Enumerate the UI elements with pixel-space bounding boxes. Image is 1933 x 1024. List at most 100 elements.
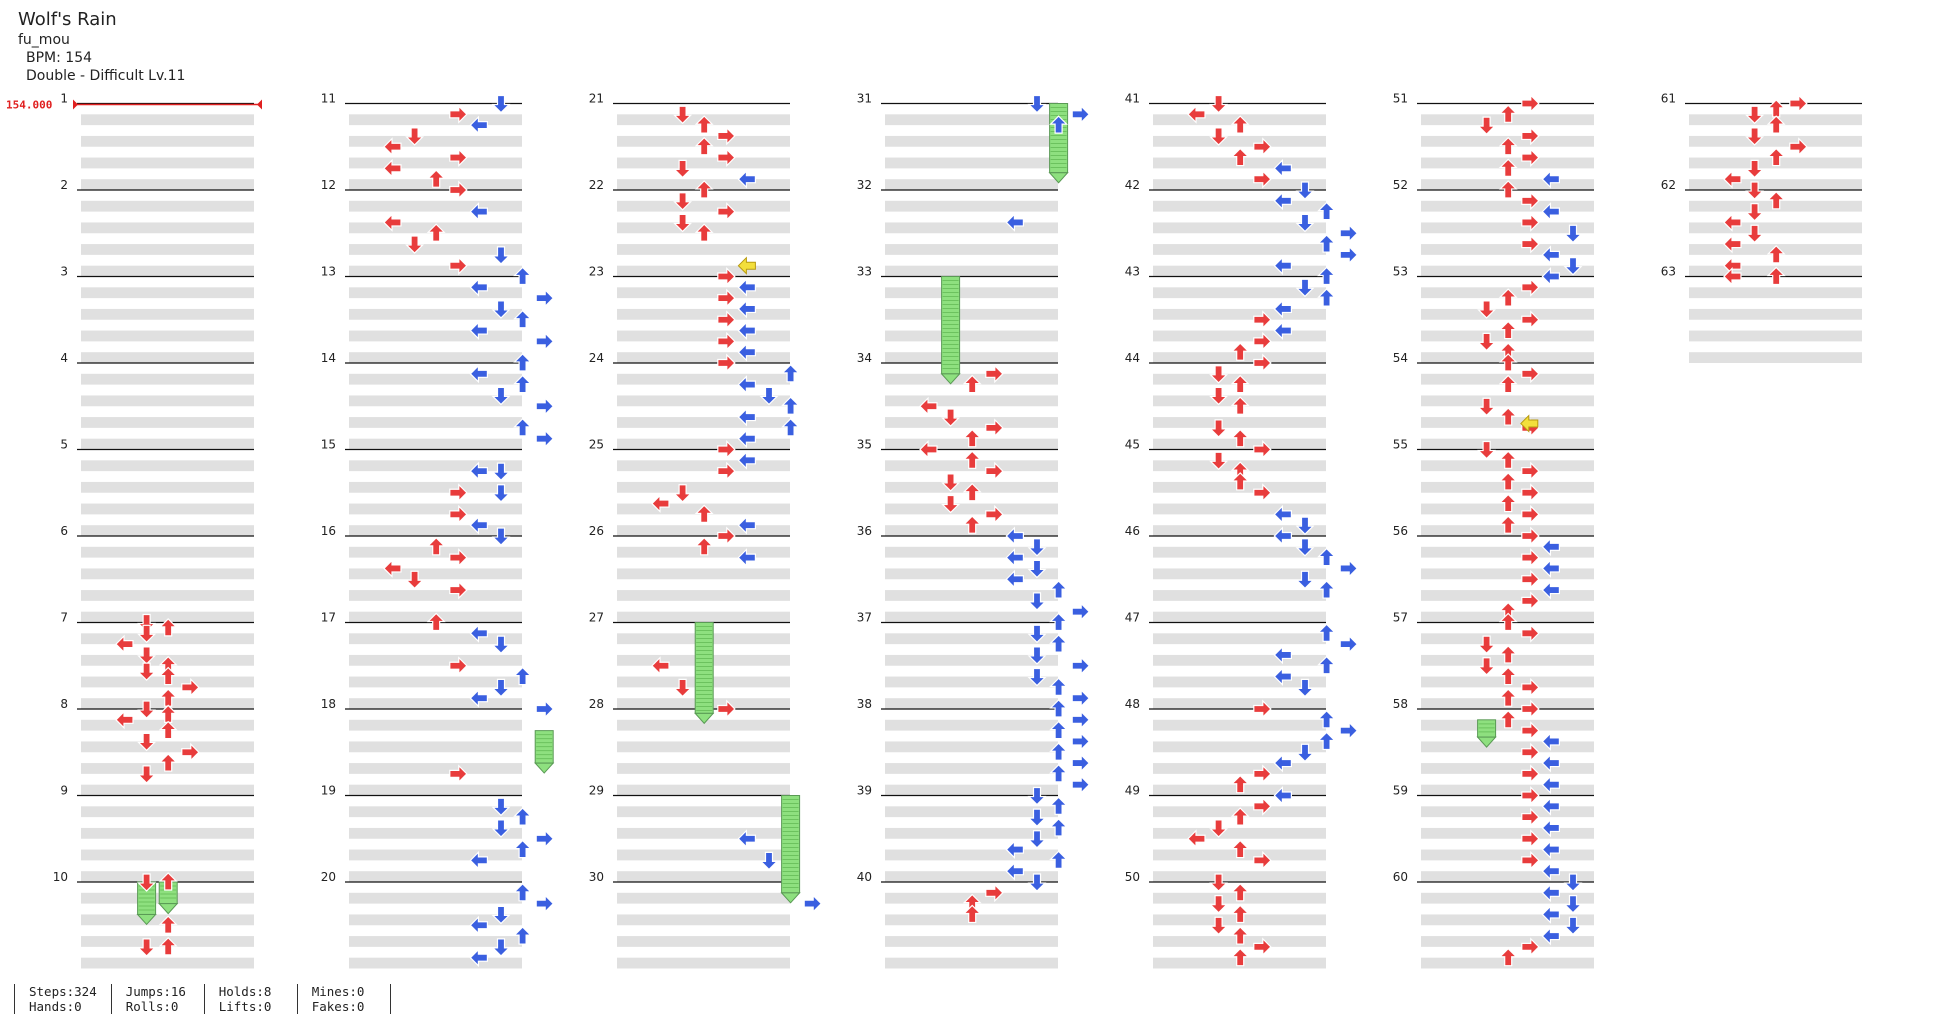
right-arrow <box>717 126 736 146</box>
measure-number: 13 <box>321 265 336 279</box>
left-arrow <box>469 202 488 222</box>
beat-stripe <box>617 827 790 839</box>
stats-steps-col: Steps:324 Hands:0 <box>14 984 111 1014</box>
left-arrow <box>1541 753 1561 773</box>
stats-jumps-col: Jumps:16 Rolls:0 <box>110 984 204 1014</box>
beat-stripe <box>617 244 790 255</box>
up-arrow <box>1766 190 1786 210</box>
left-arrow <box>1541 926 1561 946</box>
hold-tail-icon <box>158 903 179 915</box>
beat-stripe <box>1153 200 1326 212</box>
beat-stripe <box>617 719 790 731</box>
right-arrow <box>449 580 468 600</box>
beat-stripe <box>1689 222 1862 234</box>
left-arrow <box>115 710 134 730</box>
measure-number: 29 <box>589 784 604 798</box>
beat-stripe <box>1153 222 1326 234</box>
up-arrow <box>1317 266 1337 286</box>
up-arrow <box>1230 882 1250 902</box>
up-arrow <box>158 666 178 686</box>
down-arrow <box>491 635 511 654</box>
left-arrow <box>1541 169 1561 189</box>
up-arrow <box>1766 115 1786 134</box>
right-arrow <box>1521 591 1540 611</box>
stat-steps: Steps:324 <box>29 984 97 999</box>
measure-number: 27 <box>589 611 604 625</box>
left-arrow <box>1273 321 1293 341</box>
right-arrow <box>1789 94 1808 113</box>
stats-footer: Steps:324 Hands:0 Jumps:16 Rolls:0 Holds… <box>14 984 391 1014</box>
up-arrow <box>1498 353 1518 372</box>
up-arrow <box>1317 709 1337 729</box>
beat-stripe <box>81 741 254 753</box>
beat-stripe <box>1153 417 1326 428</box>
down-arrow <box>673 192 693 211</box>
left-arrow <box>1005 569 1025 589</box>
right-arrow <box>1253 169 1272 189</box>
down-arrow <box>137 765 157 784</box>
down-arrow <box>1477 440 1497 460</box>
down-arrow <box>1295 181 1315 200</box>
right-arrow <box>1521 569 1540 589</box>
beat-stripe <box>81 611 254 623</box>
measure-number: 36 <box>857 524 872 538</box>
down-arrow <box>1209 94 1229 114</box>
right-arrow <box>535 396 555 416</box>
beat-stripe <box>81 244 254 255</box>
beat-stripe <box>885 676 1058 688</box>
measure-number: 20 <box>321 870 336 884</box>
right-arrow <box>1521 148 1540 168</box>
right-arrow <box>1253 850 1272 870</box>
beat-stripe <box>1153 827 1326 839</box>
beat-stripe <box>1689 287 1862 299</box>
down-arrow <box>673 213 693 233</box>
left-arrow <box>383 137 402 157</box>
right-arrow <box>1253 353 1272 373</box>
up-arrow <box>1498 947 1518 967</box>
beat-stripe <box>1153 568 1326 580</box>
hold-tail-icon <box>780 892 801 904</box>
up-arrow <box>1230 839 1250 859</box>
beat-stripe <box>349 741 522 753</box>
down-arrow <box>491 462 511 481</box>
beat-stripe <box>81 265 254 277</box>
up-arrow <box>1498 288 1518 307</box>
hold-tail-icon <box>534 762 555 774</box>
left-arrow <box>737 548 757 568</box>
down-arrow <box>491 484 511 503</box>
left-arrow <box>469 850 488 870</box>
down-arrow <box>1209 895 1229 914</box>
measure-number: 3 <box>60 265 68 279</box>
beat-stripe <box>1153 287 1326 299</box>
beat-stripe <box>1153 698 1326 709</box>
beat-stripe <box>885 590 1058 601</box>
stat-holds: Holds:8 <box>218 984 272 999</box>
left-arrow <box>1273 526 1293 546</box>
beat-stripe <box>349 892 522 904</box>
left-arrow <box>1273 504 1293 524</box>
bpm-marker-label: 154.000 <box>6 99 52 112</box>
measure-number: 37 <box>857 611 872 625</box>
beat-stripe <box>1421 806 1594 818</box>
beat-stripe <box>81 806 254 818</box>
up-arrow <box>1317 547 1337 567</box>
beat-stripe <box>81 287 254 299</box>
right-arrow <box>1253 764 1272 784</box>
up-arrow <box>513 807 533 826</box>
beat-stripe <box>1421 849 1594 861</box>
left-arrow <box>737 375 757 395</box>
up-arrow <box>1049 115 1069 134</box>
left-arrow <box>1273 158 1293 178</box>
beat-stripe <box>349 114 522 126</box>
down-arrow <box>941 494 961 514</box>
left-arrow <box>737 342 757 362</box>
beat-stripe <box>1153 633 1326 645</box>
hold-body <box>941 276 961 375</box>
right-arrow <box>449 656 468 676</box>
up-arrow <box>1498 374 1518 394</box>
left-arrow <box>1723 267 1742 286</box>
up-arrow <box>1498 450 1518 469</box>
down-arrow <box>1477 397 1497 417</box>
measure-number: 47 <box>1125 611 1140 625</box>
down-arrow <box>491 938 511 957</box>
